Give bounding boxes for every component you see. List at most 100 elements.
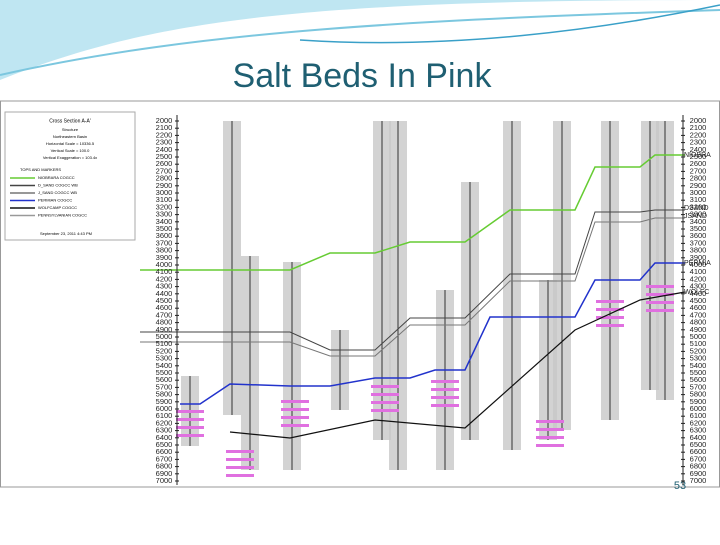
depth-label-right: 6000	[690, 404, 707, 413]
depth-label-left: 6900	[156, 469, 173, 478]
salt-bed	[646, 293, 674, 296]
salt-bed	[596, 316, 624, 319]
depth-label-right: 5200	[690, 346, 707, 355]
salt-bed	[596, 308, 624, 311]
legend-box	[4, 111, 136, 241]
salt-bed	[596, 300, 624, 303]
depth-label-left: 3800	[156, 246, 173, 255]
salt-bed	[371, 401, 399, 404]
salt-bed	[371, 393, 399, 396]
depth-label-left: 3300	[156, 210, 173, 219]
legend-markers-title: TOPS AND MARKERS	[20, 167, 61, 172]
depth-label-left: 5900	[156, 397, 173, 406]
depth-label-left: 7000	[156, 476, 173, 485]
salt-bed	[281, 424, 309, 427]
depth-label-right: 6900	[690, 469, 707, 478]
slide-title: Salt Beds In Pink	[233, 57, 493, 95]
depth-label-left: 3900	[156, 253, 173, 262]
legend-marker: PENNSYLVANIAN COGCC	[38, 213, 87, 218]
depth-label-right: 3100	[690, 195, 707, 204]
right-marker-label: WOLFC	[684, 289, 709, 296]
depth-label-left: 3400	[156, 217, 173, 226]
depth-label-right: 3200	[690, 202, 707, 211]
legend-date: September 23, 2011 4:43 PM	[40, 231, 92, 236]
depth-label-right: 5600	[690, 375, 707, 384]
depth-label-left: 4200	[156, 274, 173, 283]
depth-label-left: 5100	[156, 339, 173, 348]
legend-marker: PERMIAN COGCC	[38, 198, 72, 203]
depth-label-left: 2800	[156, 174, 173, 183]
salt-bed	[596, 324, 624, 327]
depth-label-right: 5700	[690, 382, 707, 391]
depth-label-right: 5500	[690, 368, 707, 377]
depth-label-left: 6100	[156, 411, 173, 420]
legend-line: Vertical Scale = 100.0	[51, 148, 91, 153]
depth-label-left: 2500	[156, 152, 173, 161]
depth-label-right: 6600	[690, 447, 707, 456]
depth-label-right: 2100	[690, 123, 707, 132]
depth-label-left: 2700	[156, 166, 173, 175]
depth-label-right: 6400	[690, 433, 707, 442]
depth-label-right: 5400	[690, 361, 707, 370]
legend-line: Vertical Exaggeration = 103.4x	[43, 155, 97, 160]
salt-bed	[281, 408, 309, 411]
depth-label-left: 5400	[156, 361, 173, 370]
depth-label-left: 4000	[156, 260, 173, 269]
depth-label-right: 4100	[690, 267, 707, 276]
header-wave-line	[299, 4, 720, 44]
depth-label-right: 3900	[690, 253, 707, 262]
salt-bed	[281, 416, 309, 419]
page-number: 53	[674, 480, 686, 492]
depth-label-right: 2500	[690, 152, 707, 161]
depth-label-left: 3500	[156, 224, 173, 233]
depth-label-right: 4200	[690, 274, 707, 283]
depth-label-right: 4500	[690, 296, 707, 305]
depth-label-right: 2400	[690, 145, 707, 154]
depth-label-right: 6500	[690, 440, 707, 449]
salt-bed	[176, 426, 204, 429]
depth-label-right: 4000	[690, 260, 707, 269]
depth-label-right: 6700	[690, 454, 707, 463]
salt-bed	[431, 380, 459, 383]
depth-label-right: 3400	[690, 217, 707, 226]
depth-label-left: 3200	[156, 202, 173, 211]
salt-bed	[176, 410, 204, 413]
depth-label-right: 2700	[690, 166, 707, 175]
depth-label-left: 3700	[156, 238, 173, 247]
depth-label-right: 3800	[690, 246, 707, 255]
depth-label-right: 5300	[690, 354, 707, 363]
salt-bed	[536, 420, 564, 423]
salt-bed	[431, 404, 459, 407]
depth-label-left: 2300	[156, 138, 173, 147]
depth-label-left: 4800	[156, 318, 173, 327]
niobrara-line	[140, 154, 685, 271]
permian-line	[180, 262, 685, 405]
dsand-line	[140, 209, 685, 351]
depth-label-right: 5000	[690, 332, 707, 341]
salt-bed	[536, 444, 564, 447]
right-marker-label: JSAND	[684, 213, 707, 220]
salt-bed	[176, 418, 204, 421]
depth-label-left: 5600	[156, 375, 173, 384]
depth-label-left: 6200	[156, 418, 173, 427]
depth-label-left: 4600	[156, 303, 173, 312]
legend-title: Cross Section A-A'	[49, 118, 91, 124]
salt-bed	[281, 400, 309, 403]
salt-bed	[646, 285, 674, 288]
salt-bed	[536, 428, 564, 431]
depth-label-left: 4500	[156, 296, 173, 305]
depth-label-left: 5700	[156, 382, 173, 391]
depth-label-right: 3700	[690, 238, 707, 247]
depth-label-right: 2300	[690, 138, 707, 147]
depth-label-right: 3600	[690, 231, 707, 240]
salt-bed	[431, 396, 459, 399]
depth-label-left: 6500	[156, 440, 173, 449]
depth-label-right: 6800	[690, 462, 707, 471]
depth-label-right: 4900	[690, 325, 707, 334]
depth-label-left: 6600	[156, 447, 173, 456]
depth-label-right: 2600	[690, 159, 707, 168]
depth-label-left: 6400	[156, 433, 173, 442]
depth-label-right: 4600	[690, 303, 707, 312]
